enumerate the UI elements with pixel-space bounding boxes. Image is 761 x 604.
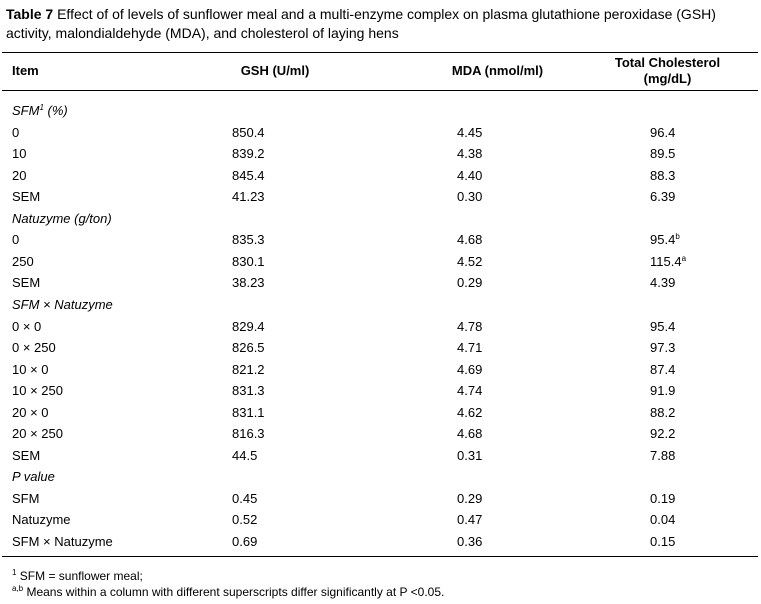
column-header: MDA (nmol/ml) — [451, 63, 544, 78]
cell: 4.74 — [457, 383, 483, 399]
cell: 6.39 — [650, 189, 676, 205]
cell: 830.1 — [232, 253, 265, 269]
section-title: SFM × Natuzyme — [12, 297, 113, 313]
cell: 4.38 — [457, 146, 483, 162]
cell: 845.4 — [232, 167, 265, 183]
cell-value: 95.4 — [650, 232, 676, 248]
row-label: Natuzyme — [12, 512, 71, 528]
cell: 95.4b — [650, 232, 680, 248]
cell: 0.52 — [232, 512, 258, 528]
cell: 115.4a — [650, 254, 686, 270]
cell: 87.4 — [650, 361, 676, 377]
cell: 831.1 — [232, 404, 265, 420]
section-title: SFM1 (%) — [12, 103, 68, 119]
cell: 89.5 — [650, 146, 676, 162]
cell: 0.29 — [457, 490, 483, 506]
cell: 0.15 — [650, 534, 676, 549]
cell: 831.3 — [232, 383, 265, 399]
row-label: 10 × 250 — [12, 383, 63, 399]
section-title-text: SFM — [12, 103, 40, 118]
cell: 835.3 — [232, 232, 265, 248]
cell: 88.2 — [650, 404, 676, 420]
column-header: GSH (U/ml) — [240, 63, 310, 78]
superscript: a,b — [12, 584, 24, 593]
cell-value: 115.4 — [650, 253, 682, 269]
cell: 0.29 — [457, 275, 483, 291]
row-label: SEM — [12, 189, 41, 205]
row-label: 10 × 0 — [12, 361, 49, 377]
cell: 4.68 — [457, 426, 483, 442]
caption-label: Table 7 — [6, 6, 54, 22]
section-title-text: SFM × Natuzyme — [12, 296, 113, 312]
cell: 4.52 — [457, 253, 483, 269]
row-label: 0 — [12, 124, 20, 140]
cell: 839.2 — [232, 146, 265, 162]
footnote-text: Means within a column with different sup… — [23, 585, 445, 599]
row-label: 10 — [12, 146, 27, 162]
row-label: 0 — [12, 232, 20, 248]
row-label: SEM — [12, 447, 41, 463]
row-label: SFM — [12, 490, 40, 506]
cell: 0.45 — [232, 490, 258, 506]
row-label: 20 × 0 — [12, 404, 49, 420]
cell: 96.4 — [650, 124, 676, 140]
column-header: Total Cholesterol (mg/dL) — [614, 55, 721, 86]
cell: 97.3 — [650, 340, 676, 356]
cell: 4.71 — [457, 340, 483, 356]
cell: 4.78 — [457, 318, 483, 334]
superscript: a — [681, 253, 687, 263]
cell: 95.4 — [650, 318, 676, 334]
cell: 0.04 — [650, 512, 676, 528]
row-label: 20 × 250 — [12, 426, 63, 442]
top-rule — [2, 52, 758, 53]
cell: 829.4 — [232, 318, 265, 334]
section-title-text: P value — [12, 469, 55, 485]
footnote-text: SFM = sunflower meal; — [16, 569, 143, 583]
cell: 816.3 — [232, 426, 265, 442]
cell: 4.45 — [457, 124, 483, 140]
section-title-suffix: (%) — [43, 103, 68, 118]
table-caption: Table 7 Effect of of levels of sunflower… — [6, 5, 751, 43]
cell: 0.69 — [232, 534, 258, 549]
cell: 850.4 — [232, 124, 265, 140]
superscript: 1 — [39, 103, 44, 112]
section-title: Natuzyme (g/ton) — [12, 211, 112, 227]
row-label: 0 × 250 — [12, 340, 56, 356]
cell: 44.5 — [232, 447, 258, 463]
column-header: Item — [12, 63, 39, 78]
section-title-text: Natuzyme (g/ton) — [12, 210, 112, 226]
cell: 0.31 — [457, 447, 483, 463]
cell: 0.36 — [457, 534, 483, 549]
cell: 826.5 — [232, 340, 265, 356]
superscript: 1 — [12, 568, 17, 577]
header-rule — [2, 90, 758, 91]
footnote: 1 SFM = sunflower meal; — [12, 568, 143, 584]
cell: 4.62 — [457, 404, 483, 420]
cell: 7.88 — [650, 447, 676, 463]
cell: 0.47 — [457, 512, 483, 528]
section-title: P value — [12, 469, 55, 485]
row-label: SFM × Natuzyme — [12, 534, 113, 549]
cell: 88.3 — [650, 167, 676, 183]
cell: 41.23 — [232, 189, 265, 205]
row-label: 0 × 0 — [12, 318, 42, 334]
cell: 92.2 — [650, 426, 676, 442]
row-label: SEM — [12, 275, 41, 291]
superscript: b — [675, 232, 680, 242]
caption-text: Effect of of levels of sunflower meal an… — [6, 6, 716, 41]
cell: 0.19 — [650, 490, 676, 506]
cell: 4.39 — [650, 275, 676, 291]
footnote: a,b Means within a column with different… — [12, 584, 444, 600]
cell: 4.68 — [457, 232, 483, 248]
cell: 91.9 — [650, 383, 676, 399]
bottom-rule — [2, 556, 758, 557]
cell: 38.23 — [232, 275, 265, 291]
row-label: 20 — [12, 167, 27, 183]
cell: 821.2 — [232, 361, 265, 377]
cell: 4.40 — [457, 167, 483, 183]
row-label: 250 — [12, 253, 34, 269]
cell: 4.69 — [457, 361, 483, 377]
cell: 0.30 — [457, 189, 483, 205]
